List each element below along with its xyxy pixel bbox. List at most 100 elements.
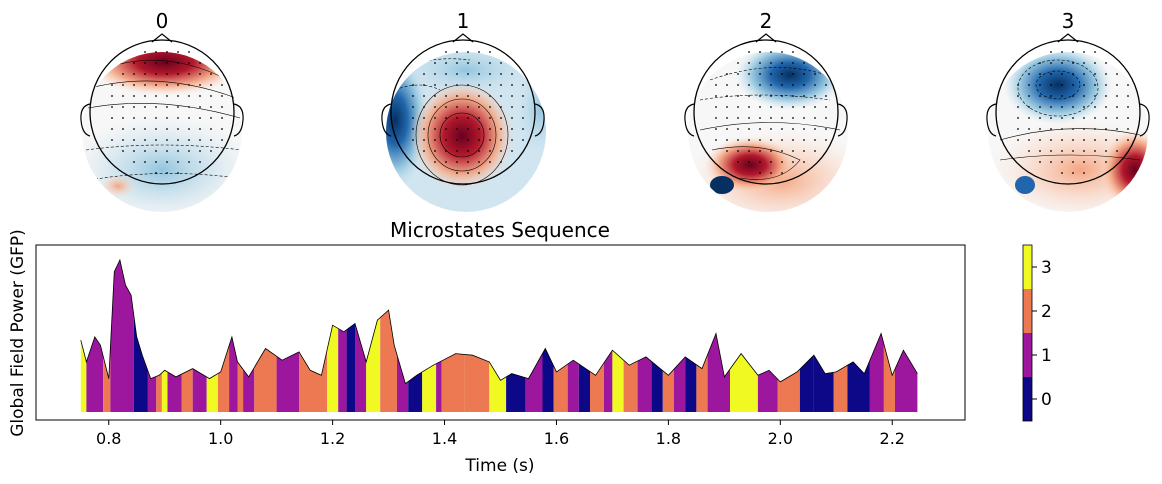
electrode-dot [803,73,805,75]
electrode-dot [781,95,783,97]
electrode-dot [456,139,458,141]
electrode-dot [1105,128,1107,130]
electrode-dot [511,139,513,141]
electrode-dot [188,161,190,163]
electrode-dot [166,161,168,163]
electrode-dot [825,84,827,86]
electrode-dot [133,73,135,75]
x-tick-label: 2.0 [768,429,793,448]
y-axis-label: Global Field Power (GFP) [8,229,28,437]
electrode-dot [133,150,135,152]
electrode-dot [122,95,124,97]
electrode-dot [111,84,113,86]
electrode-dot [445,95,447,97]
electrode-dot [1127,139,1129,141]
electrode-dot [748,117,750,119]
segment-state-2 [299,350,327,412]
electrode-dot [445,84,447,86]
segment-state-2 [103,346,111,412]
electrode-dot [144,51,146,53]
electrode-dot [1127,84,1129,86]
electrode-dot [770,95,772,97]
segment-state-2 [623,360,638,412]
electrode-dot [803,106,805,108]
electrode-dot [1039,117,1041,119]
electrode-dot [792,161,794,163]
electrode-dot [155,84,157,86]
electrode-dot [177,84,179,86]
electrode-dot [1050,84,1052,86]
electrode-dot [781,62,783,64]
electrode-dot [500,128,502,130]
electrode-dot [1039,73,1041,75]
electrode-dot [792,150,794,152]
electrode-dot [1105,73,1107,75]
electrode-dot [1094,84,1096,86]
segment-state-3 [366,317,381,412]
electrode-dot [1072,95,1074,97]
electrode-dot [781,150,783,152]
segment-state-1 [167,371,182,412]
electrode-dot [500,117,502,119]
electrode-dot [221,95,223,97]
electrode-dot [412,117,414,119]
electrode-dot [1050,139,1052,141]
electrode-dot [748,106,750,108]
topomap-0-electrodes [111,51,223,174]
segment-state-1 [567,360,579,412]
electrode-dot [1028,106,1030,108]
electrode-dot [478,62,480,64]
electrode-dot [781,161,783,163]
electrode-dot [770,161,772,163]
electrode-dot [759,51,761,53]
electrode-dot [1094,139,1096,141]
electrode-dot [489,84,491,86]
electrode-dot [188,117,190,119]
electrode-dot [144,150,146,152]
electrode-dot [737,139,739,141]
x-tick-label: 1.8 [656,429,681,448]
electrode-dot [456,117,458,119]
electrode-dot [1083,95,1085,97]
electrode-dot [155,150,157,152]
segment-state-1 [243,367,255,412]
electrode-dot [792,51,794,53]
electrode-dot [445,139,447,141]
x-axis-ticks: 0.8 1.0 1.2 1.4 1.6 1.8 2.0 2.2 [96,420,905,448]
electrode-dot [1017,106,1019,108]
electrode-dot [434,150,436,152]
electrode-dot [1105,117,1107,119]
electrode-dot [726,128,728,130]
electrode-dot [166,117,168,119]
electrode-dot [814,106,816,108]
segment-state-2 [441,353,465,412]
electrode-dot [1116,84,1118,86]
electrode-dot [489,128,491,130]
electrode-dot [759,150,761,152]
electrode-dot [177,139,179,141]
electrode-dot [210,117,212,119]
plot-frame [35,244,966,421]
topomap-0: 0 [80,9,244,212]
electrode-dot [467,128,469,130]
electrode-dot [726,84,728,86]
electrode-dot [489,150,491,152]
electrode-dot [1072,172,1074,174]
electrode-dot [1050,95,1052,97]
electrode-dot [1105,150,1107,152]
electrode-dot [210,139,212,141]
electrode-dot [188,128,190,130]
electrode-dot [825,139,827,141]
electrode-dot [792,62,794,64]
segment-state-1 [637,356,652,412]
electrode-dot [177,51,179,53]
electrode-dot [1039,62,1041,64]
electrode-dot [522,106,524,108]
electrode-dot [770,150,772,152]
electrode-dot [770,51,772,53]
electrode-dot [467,51,469,53]
electrode-dot [489,73,491,75]
electrode-dot [166,106,168,108]
electrode-dot [445,73,447,75]
electrode-dot [166,73,168,75]
